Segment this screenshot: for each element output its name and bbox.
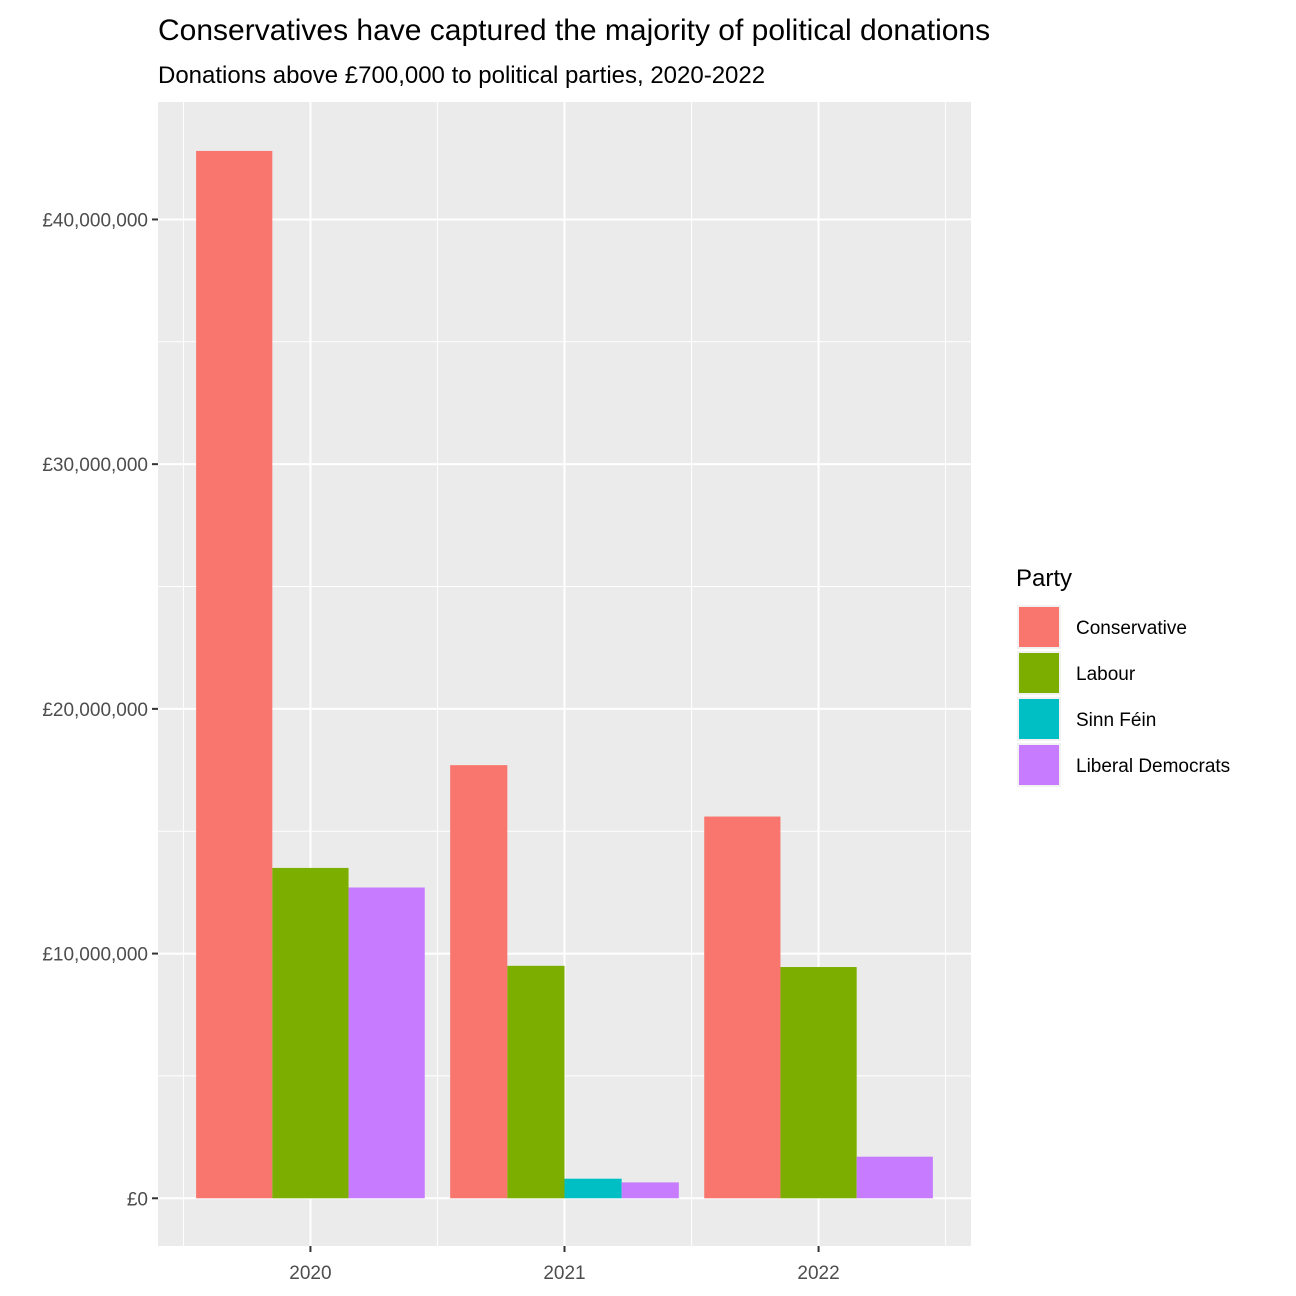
bar-labour-2020 xyxy=(272,867,349,1199)
bar-conservative-2021 xyxy=(450,765,508,1199)
bar-labour-2021 xyxy=(507,965,565,1199)
chart-subtitle: Donations above £700,000 to political pa… xyxy=(158,62,765,89)
x-tick-label: 2020 xyxy=(289,1263,331,1284)
x-tick-label: 2021 xyxy=(543,1263,585,1284)
y-tick-label: £10,000,000 xyxy=(42,945,148,966)
y-tick-label: £20,000,000 xyxy=(42,700,148,721)
legend-label: Labour xyxy=(1076,664,1136,685)
legend-label: Liberal Democrats xyxy=(1076,756,1230,777)
bar-sinn-f-in-2021 xyxy=(564,1178,622,1199)
legend-key-swatch xyxy=(1019,745,1059,785)
y-axis: £0 £10,000,000 £20,000,000 £30,000,000 £40,0… xyxy=(42,210,158,1210)
legend-label: Conservative xyxy=(1076,618,1187,639)
chart-title: Conservatives have captured the majority… xyxy=(158,14,990,47)
bar-liberal-democrats-2021 xyxy=(621,1182,679,1199)
bars xyxy=(196,150,933,1199)
legend-title: Party xyxy=(1016,565,1072,592)
legend-key-swatch xyxy=(1019,607,1059,647)
x-axis: 2020 2021 2022 xyxy=(289,1246,840,1284)
y-tick-label: £40,000,000 xyxy=(42,210,148,231)
legend: Party Conservative Labour Sinn Féin Liberal… xyxy=(1016,565,1230,787)
bar-labour-2022 xyxy=(780,967,857,1199)
bar-liberal-democrats-2022 xyxy=(856,1156,933,1199)
bar-conservative-2020 xyxy=(196,150,273,1199)
bar-conservative-2022 xyxy=(704,816,781,1199)
legend-key-swatch xyxy=(1019,699,1059,739)
legend-key-swatch xyxy=(1019,653,1059,693)
legend-label: Sinn Féin xyxy=(1076,710,1156,731)
x-tick-label: 2022 xyxy=(797,1263,839,1284)
y-tick-label: £30,000,000 xyxy=(42,455,148,476)
bar-liberal-democrats-2020 xyxy=(348,887,425,1199)
y-tick-label: £0 xyxy=(127,1189,148,1210)
